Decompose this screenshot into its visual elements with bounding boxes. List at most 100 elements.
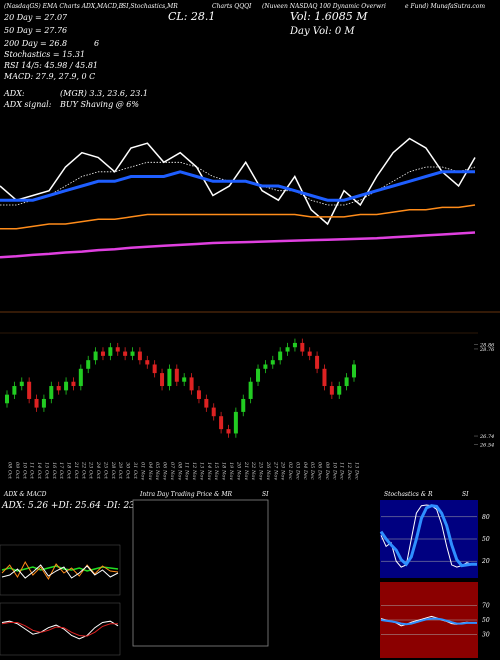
x-tick-label: 02 Dec: [287, 462, 293, 480]
stochastics: Stochastics = 15.31: [4, 50, 85, 59]
title: Charts QQQI: [212, 3, 252, 10]
x-tick-label: 26 Nov: [265, 461, 271, 480]
volume: Vol: 1.6085 M: [290, 10, 368, 23]
x-tick-label: 18 Nov: [221, 462, 227, 480]
x-tick-label: 05 Nov: [154, 462, 160, 480]
adx-signal-value: BUY Shaving @ 6%: [59, 100, 139, 109]
x-tick-label: 08 Oct: [7, 462, 13, 480]
ma20: 20 Day = 27.07: [3, 13, 68, 22]
y-tick-label: 26.74: [479, 434, 494, 440]
candle-body: [292, 342, 297, 348]
x-tick-label: 15 Oct: [43, 462, 49, 480]
candle-body: [137, 351, 142, 361]
x-tick-label: 20 Nov: [235, 461, 241, 480]
candle-body: [256, 368, 261, 382]
candle-body: [285, 347, 290, 352]
close: CL: 28.1: [168, 10, 215, 23]
day-volume: Day Vol: 0 M: [289, 26, 355, 37]
x-tick-label: 03 Dec: [294, 462, 300, 480]
title: SI,Stochastics,MR: [122, 3, 178, 10]
candle-body: [329, 386, 334, 395]
y-tick-label: 28.76: [479, 347, 495, 353]
candle-body: [56, 386, 61, 391]
ma200: 200 Day = 26.8: [3, 39, 67, 48]
candle-body: [123, 351, 128, 356]
x-tick-label: 22 Nov: [250, 461, 256, 480]
x-tick-label: 28 Oct: [110, 461, 116, 480]
x-tick-label: 12 Dec: [346, 462, 352, 480]
x-tick-label: 06 Nov: [162, 462, 168, 480]
candle-body: [115, 347, 120, 352]
candle-body: [219, 416, 224, 430]
panel-title: Stochastics & R: [384, 491, 433, 498]
candle-body: [5, 394, 9, 404]
x-tick-label: 04 Nov: [147, 462, 153, 480]
rsi: RSI 14/5: 45.98 / 45.81: [3, 61, 98, 70]
candle-body: [49, 386, 54, 399]
y-tick-label: 80: [482, 514, 490, 521]
x-tick-label: 10 Oct: [21, 462, 27, 480]
candle-body: [263, 364, 268, 369]
x-tick-label: 30 Oct: [125, 462, 131, 480]
candle-body: [337, 386, 342, 395]
y-tick-label: 26.54: [479, 443, 494, 449]
x-tick-label: 22 Oct: [80, 461, 86, 480]
candle-body: [12, 386, 17, 395]
candle-body: [174, 368, 179, 382]
title: (Nuveen NASDAQ 100 Dynamic Overwri: [262, 3, 386, 10]
candle-body: [270, 360, 275, 365]
candle-body: [278, 351, 283, 361]
candle-body: [64, 381, 69, 391]
candle-body: [86, 360, 91, 369]
candle-body: [196, 390, 201, 399]
y-tick-label: 20: [481, 558, 490, 565]
x-tick-label: 13 Dec: [354, 462, 360, 480]
x-tick-label: 08 Nov: [176, 462, 182, 480]
candle-body: [211, 407, 216, 417]
ma200-extra: 6: [94, 39, 99, 48]
candle-body: [300, 342, 305, 352]
x-tick-label: 24 Oct: [95, 461, 101, 480]
x-tick-label: 31 Oct: [132, 462, 138, 480]
x-tick-label: 18 Oct: [66, 462, 72, 480]
candle-body: [130, 351, 135, 356]
candle-body: [145, 360, 150, 365]
candle-body: [352, 364, 356, 378]
series-line: [379, 504, 477, 568]
series-line: [1, 564, 119, 579]
candle-body: [41, 398, 46, 408]
x-tick-label: 19 Nov: [228, 462, 234, 480]
panel-frame: [0, 544, 121, 596]
y-tick-label: 30: [482, 631, 490, 638]
series-line: [380, 617, 477, 626]
macd: MACD: 27.9, 27.9, 0 C: [3, 72, 95, 81]
candle-body: [241, 398, 246, 412]
x-tick-label: 07 Nov: [169, 462, 175, 480]
candle-body: [78, 368, 83, 387]
x-tick-label: 23 Oct: [88, 461, 94, 480]
title: (NasdaqGS) EMA Charts ADX,MACD,B: [4, 3, 124, 10]
x-tick-label: 15 Nov: [213, 462, 219, 480]
x-tick-label: 06 Dec: [317, 462, 323, 480]
candle-body: [19, 381, 24, 387]
panel-title: SI: [262, 491, 269, 498]
candle-body: [152, 364, 157, 374]
x-tick-label: 21 Nov: [243, 461, 249, 480]
series-line: [0, 170, 475, 202]
x-tick-label: 29 Nov: [280, 461, 286, 480]
candle-body: [226, 429, 231, 434]
series-line: [0, 204, 476, 230]
x-tick-label: 11 Dec: [339, 462, 345, 480]
candle-body: [315, 355, 320, 369]
x-tick-label: 09 Dec: [324, 462, 330, 480]
candle-body: [322, 368, 327, 387]
x-tick-label: 21 Oct: [73, 461, 79, 480]
x-tick-label: 16 Oct: [51, 462, 57, 480]
x-tick-label: 10 Dec: [331, 462, 337, 480]
x-tick-label: 14 Nov: [206, 462, 212, 480]
panel-frame: [0, 602, 121, 656]
candle-body: [189, 377, 194, 391]
series-line: [0, 137, 476, 226]
x-tick-label: 25 Oct: [102, 461, 108, 480]
